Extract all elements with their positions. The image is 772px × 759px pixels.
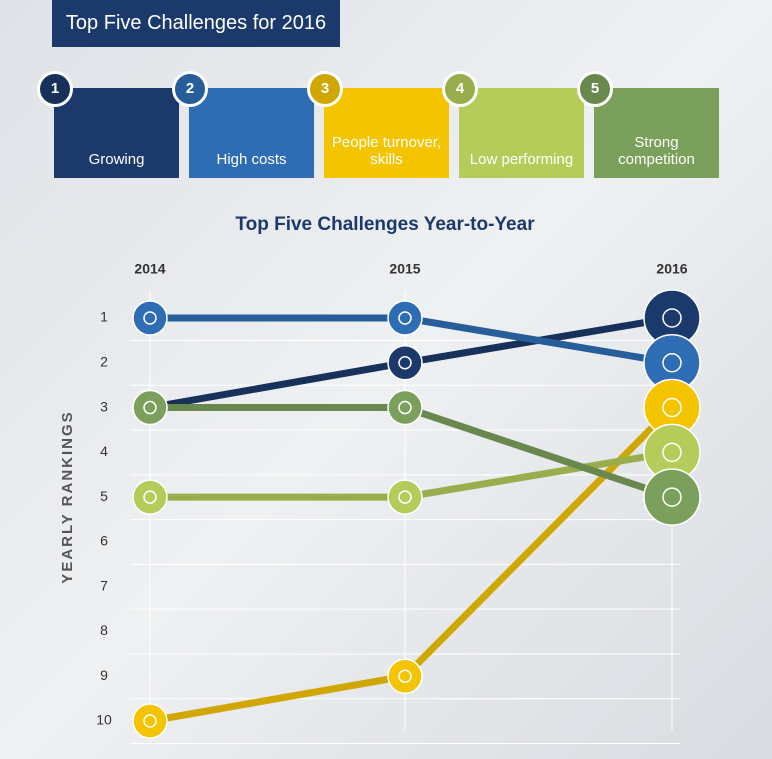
legend-label: People turnover, skills bbox=[331, 134, 442, 168]
legend-number: 5 bbox=[577, 71, 613, 107]
x-tick-label: 2016 bbox=[656, 261, 687, 277]
marker-icon bbox=[143, 490, 157, 504]
legend-number: 3 bbox=[307, 71, 343, 107]
legend-label: Strong competition bbox=[618, 134, 695, 168]
legend-card: 2 High costs bbox=[172, 71, 314, 178]
y-tick-label: 3 bbox=[100, 398, 108, 414]
marker-icon bbox=[662, 442, 682, 463]
rank-marker bbox=[132, 479, 168, 515]
rank-marker bbox=[132, 703, 168, 739]
rank-marker bbox=[132, 389, 168, 426]
legend-card: 4 Low performing bbox=[442, 71, 584, 178]
legend-number: 4 bbox=[442, 71, 478, 107]
y-tick-label: 9 bbox=[100, 667, 108, 683]
rank-marker bbox=[643, 468, 701, 526]
header-title: Top Five Challenges for 2016 bbox=[52, 0, 340, 47]
marker-icon bbox=[662, 487, 682, 507]
y-tick-label: 7 bbox=[100, 577, 108, 593]
marker-icon bbox=[662, 308, 682, 328]
y-tick-label: 10 bbox=[96, 712, 112, 728]
y-tick-label: 2 bbox=[100, 353, 108, 369]
rank-marker bbox=[387, 389, 423, 426]
marker-icon bbox=[398, 400, 412, 415]
rank-marker bbox=[387, 658, 423, 694]
legend-label: Growing bbox=[88, 151, 145, 168]
y-tick-label: 5 bbox=[100, 488, 108, 504]
marker-icon bbox=[143, 311, 157, 325]
marker-icon bbox=[662, 353, 682, 373]
y-tick-label: 1 bbox=[100, 309, 108, 325]
marker-icon bbox=[143, 400, 157, 415]
chart-title: Top Five Challenges Year-to-Year bbox=[235, 214, 535, 235]
marker-icon bbox=[398, 311, 412, 325]
legend-card: 5 Strong competition bbox=[577, 71, 719, 178]
y-tick-label: 4 bbox=[100, 443, 108, 459]
rank-marker bbox=[387, 479, 423, 515]
legend-card: 3 People turnover, skills bbox=[307, 71, 449, 178]
legend-number: 1 bbox=[37, 71, 73, 107]
legend-card: 1 Growing bbox=[37, 71, 179, 178]
x-tick-label: 2015 bbox=[389, 261, 420, 277]
marker-icon bbox=[398, 490, 412, 504]
rank-marker bbox=[387, 345, 423, 381]
rank-marker bbox=[387, 300, 423, 336]
marker-icon bbox=[398, 356, 412, 370]
legend-number: 2 bbox=[172, 71, 208, 107]
rank-marker bbox=[132, 300, 168, 336]
legend-label: High costs bbox=[216, 151, 287, 168]
legend-label: Low performing bbox=[469, 151, 574, 168]
y-axis-label: YEARLY RANKINGS bbox=[59, 410, 76, 583]
marker-icon bbox=[398, 669, 412, 683]
marker-icon bbox=[143, 714, 157, 728]
y-tick-label: 6 bbox=[100, 533, 108, 549]
x-tick-label: 2014 bbox=[134, 261, 165, 277]
marker-icon bbox=[662, 397, 682, 418]
y-tick-label: 8 bbox=[100, 622, 108, 638]
